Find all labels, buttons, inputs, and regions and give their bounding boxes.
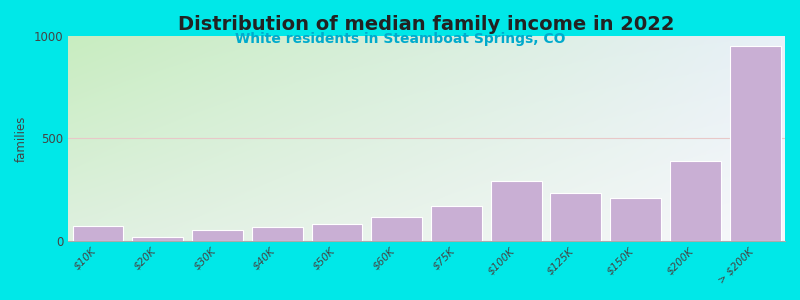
Title: Distribution of median family income in 2022: Distribution of median family income in … bbox=[178, 15, 674, 34]
Bar bbox=[431, 206, 482, 241]
Text: White residents in Steamboat Springs, CO: White residents in Steamboat Springs, CO bbox=[234, 32, 566, 46]
Bar bbox=[252, 227, 302, 241]
Bar bbox=[73, 226, 123, 241]
Bar bbox=[490, 182, 542, 241]
Bar bbox=[311, 224, 362, 241]
Bar bbox=[132, 237, 183, 241]
Bar bbox=[610, 198, 661, 241]
Bar bbox=[550, 193, 602, 241]
Bar bbox=[192, 230, 243, 241]
Bar bbox=[670, 161, 721, 241]
Bar bbox=[371, 218, 422, 241]
Y-axis label: families: families bbox=[15, 115, 28, 161]
Bar bbox=[730, 46, 781, 241]
